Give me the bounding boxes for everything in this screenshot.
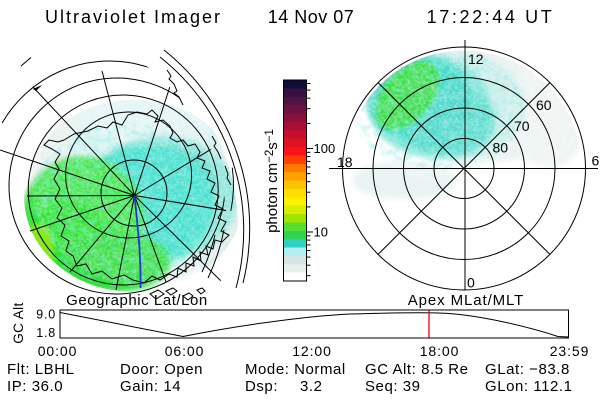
svg-text:80: 80	[493, 140, 509, 156]
svg-text:3.2: 3.2	[300, 378, 323, 395]
svg-text:GC Alt: GC Alt	[11, 302, 26, 343]
svg-text:GLon: 112.1: GLon: 112.1	[485, 378, 573, 395]
svg-text:17:22:44 UT: 17:22:44 UT	[427, 7, 555, 27]
svg-text:Mode: Normal: Mode: Normal	[245, 361, 346, 378]
svg-text:10: 10	[314, 225, 328, 240]
svg-text:23:59: 23:59	[550, 343, 590, 359]
svg-text:12: 12	[468, 51, 484, 67]
svg-text:18: 18	[337, 154, 353, 170]
svg-text:Apex MLat/MLT: Apex MLat/MLT	[408, 292, 524, 309]
svg-text:Geographic Lat/Lon: Geographic Lat/Lon	[66, 292, 208, 309]
svg-text:0: 0	[467, 275, 475, 291]
svg-text:IP: 36.0: IP: 36.0	[7, 378, 63, 395]
svg-text:Flt: LBHL: Flt: LBHL	[7, 361, 74, 378]
svg-text:100: 100	[314, 141, 336, 156]
svg-text:GLat: −83.8: GLat: −83.8	[485, 361, 570, 378]
svg-text:GC Alt: 8.5 Re: GC Alt: 8.5 Re	[365, 361, 469, 378]
svg-text:14 Nov 07: 14 Nov 07	[268, 7, 355, 27]
svg-text:1.8: 1.8	[36, 326, 56, 340]
svg-text:70: 70	[514, 118, 530, 134]
svg-text:photon cm−2s−1: photon cm−2s−1	[264, 129, 281, 233]
svg-text:12:00: 12:00	[292, 343, 332, 359]
svg-text:Dsp:: Dsp:	[245, 378, 278, 395]
svg-text:6: 6	[592, 153, 600, 169]
svg-text:18:00: 18:00	[420, 343, 460, 359]
svg-text:9.0: 9.0	[36, 308, 56, 322]
svg-text:Seq: 39: Seq: 39	[365, 378, 421, 395]
svg-text:06:00: 06:00	[165, 343, 205, 359]
svg-text:Ultraviolet Imager: Ultraviolet Imager	[45, 7, 222, 27]
svg-text:Door: Open: Door: Open	[120, 361, 203, 378]
svg-text:00:00: 00:00	[38, 343, 78, 359]
svg-text:Gain: 14: Gain: 14	[120, 378, 181, 395]
svg-text:60: 60	[536, 97, 552, 113]
